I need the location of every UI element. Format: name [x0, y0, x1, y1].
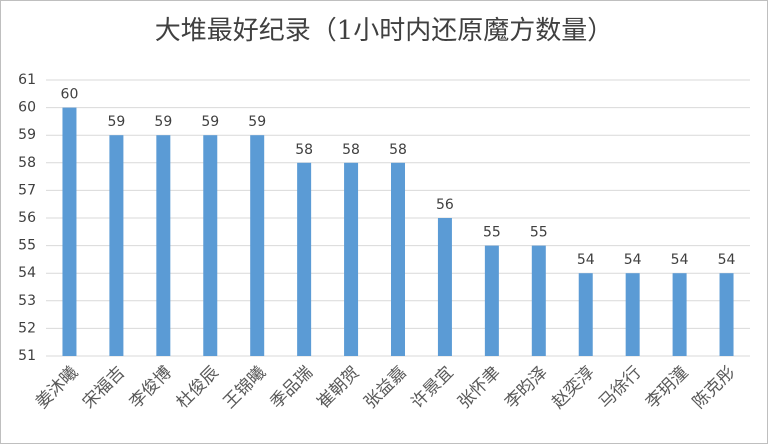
bar: [625, 273, 640, 356]
bar: [437, 218, 452, 356]
data-label: 59: [154, 114, 172, 130]
data-label: 55: [483, 225, 501, 241]
y-tick-label: 61: [18, 72, 36, 88]
bar: [672, 273, 687, 356]
data-label: 58: [342, 142, 360, 158]
data-label: 59: [201, 114, 219, 130]
bar: [344, 162, 359, 356]
bar: [109, 135, 124, 356]
y-tick-label: 58: [18, 155, 36, 171]
y-tick-label: 52: [18, 320, 36, 336]
bar: [250, 135, 265, 356]
y-tick-label: 54: [18, 265, 36, 281]
bar: [156, 135, 171, 356]
bar: [62, 107, 77, 356]
bar: [484, 245, 499, 356]
bar: [719, 273, 734, 356]
y-tick-label: 60: [18, 100, 36, 116]
data-label: 54: [577, 252, 595, 268]
bar: [203, 135, 218, 356]
data-label: 54: [718, 252, 736, 268]
data-label: 55: [530, 225, 548, 241]
chart-title: 大堆最好纪录（1小时内还原魔方数量）: [155, 16, 614, 46]
data-label: 54: [624, 252, 642, 268]
y-tick-label: 57: [18, 182, 36, 198]
y-tick-label: 55: [18, 238, 36, 254]
data-label: 58: [389, 142, 407, 158]
data-label: 58: [295, 142, 313, 158]
bar: [391, 162, 405, 356]
y-tick-label: 53: [18, 293, 36, 309]
data-label: 56: [436, 197, 454, 213]
data-label: 59: [107, 114, 125, 130]
bar: [578, 273, 593, 356]
data-label: 60: [61, 87, 79, 103]
bar: [297, 162, 312, 356]
y-tick-label: 59: [18, 127, 36, 143]
data-label: 54: [671, 252, 689, 268]
bar: [531, 245, 546, 356]
data-label: 59: [248, 114, 266, 130]
y-tick-label: 51: [18, 348, 36, 364]
y-tick-label: 56: [18, 210, 36, 226]
